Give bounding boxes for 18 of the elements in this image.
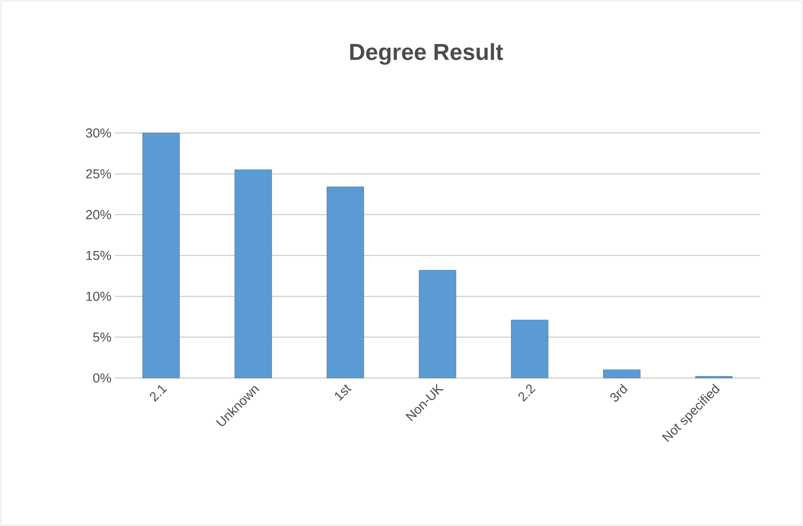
y-tick-label: 15% [86,250,112,260]
bar [418,270,456,378]
y-tick-label: 30% [86,128,112,138]
x-tick-label: 2.1 [150,385,168,402]
bar [603,370,640,378]
x-tick-label: 2.2 [518,384,536,402]
bar [142,132,180,378]
bar [234,170,272,378]
chart-title: Degree Result [350,43,504,65]
y-tick-label: 20% [86,210,112,220]
y-tick-label: 0% [93,373,112,383]
x-tick-label: 1st [335,384,352,401]
bar [326,186,364,378]
y-tick-label: 5% [93,332,112,342]
bar [511,320,548,378]
y-tick-label: 10% [86,292,112,301]
x-tick-label: 3rd [610,384,628,402]
y-tick-label: 25% [86,169,112,178]
